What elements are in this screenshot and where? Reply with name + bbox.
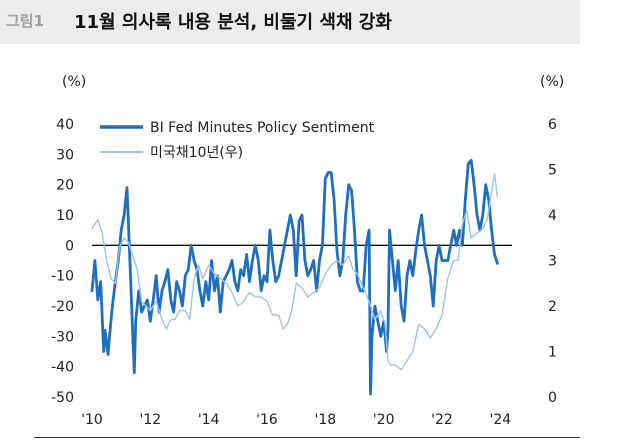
left-axis-unit: (%) [62,74,87,90]
legend: BI Fed Minutes Policy Sentiment 미국채10년(우) [100,120,375,161]
figure-label: 그림1 [6,12,45,30]
left-tick-label: 10 [56,208,74,224]
left-tick-label: 20 [56,178,74,194]
left-tick-label: -30 [51,329,74,345]
title-bar [0,0,580,44]
series-line-sentiment [90,158,499,396]
x-tick-label: '10 [81,412,103,428]
x-tick-label: '22 [431,412,453,428]
x-tick-label: '18 [314,412,336,428]
right-tick-label: 4 [548,208,557,224]
axes-layer: 403020100-10-20-30-40-506543210'10'12'14… [51,117,557,428]
series-layer [90,158,499,396]
right-tick-label: 0 [548,390,557,406]
series-line-us10y [91,173,499,371]
x-tick-label: '16 [256,412,278,428]
left-tick-label: -50 [51,390,74,406]
x-tick-label: '14 [198,412,220,428]
right-tick-label: 3 [548,254,557,270]
left-tick-label: -10 [51,269,74,285]
legend-label: 미국채10년(우) [150,145,243,161]
bottom-rule [34,437,580,438]
right-tick-label: 5 [548,163,557,179]
figure-title: 11월 의사록 내용 분석, 비둘기 색채 강화 [74,12,392,33]
left-tick-label: -40 [51,360,74,376]
x-tick-label: '20 [373,412,395,428]
right-tick-label: 2 [548,299,557,315]
left-tick-label: 30 [56,147,74,163]
right-tick-label: 6 [548,117,557,133]
left-tick-label: 0 [65,238,74,254]
right-tick-label: 1 [548,345,557,361]
left-tick-label: -20 [51,299,74,315]
x-tick-label: '12 [139,412,161,428]
legend-label: BI Fed Minutes Policy Sentiment [150,120,375,136]
right-axis-unit: (%) [540,74,565,90]
x-tick-label: '24 [489,412,511,428]
left-tick-label: 40 [56,117,74,133]
